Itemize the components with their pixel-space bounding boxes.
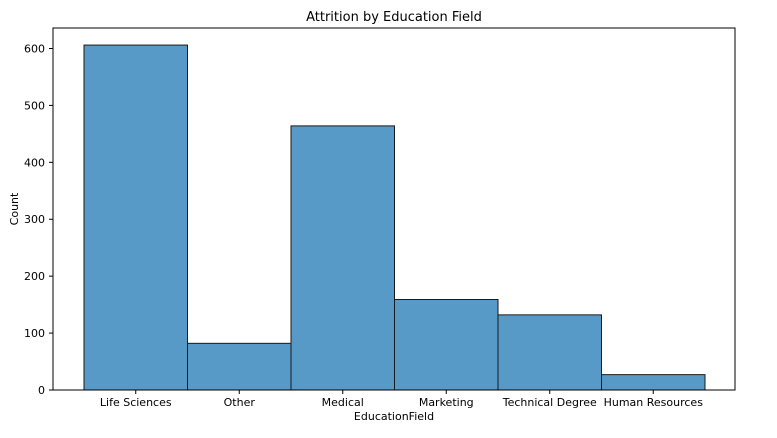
bar-series <box>83 44 706 391</box>
x-tick-label-technical-degree: Technical Degree <box>502 396 597 409</box>
y-tick-label: 600 <box>24 42 45 55</box>
bar-other <box>187 342 292 391</box>
x-tick-label-life-sciences: Life Sciences <box>100 396 172 409</box>
x-tick-label-marketing: Marketing <box>419 396 474 409</box>
x-tick-label-other: Other <box>224 396 256 409</box>
y-tick-label: 500 <box>24 99 45 112</box>
y-tick-label: 100 <box>24 327 45 340</box>
y-tick-label: 200 <box>24 270 45 283</box>
plot-area-frame <box>52 27 736 391</box>
x-axis-ticks: Life Sciences Other Medical Marketing Techni… <box>100 390 703 409</box>
y-tick-label: 0 <box>38 384 45 397</box>
bar-life-sciences <box>83 44 188 391</box>
bar-technical-degree <box>497 314 602 391</box>
y-axis-ticks: 0 100 200 300 400 500 600 <box>24 42 53 397</box>
chart-title: Attrition by Education Field <box>306 10 482 25</box>
y-tick-label: 300 <box>24 213 45 226</box>
x-tick-label-medical: Medical <box>322 396 364 409</box>
bar-human-resources <box>601 374 706 391</box>
x-axis-label: EducationField <box>354 410 434 423</box>
bar-marketing <box>394 299 499 391</box>
x-tick-label-human-resources: Human Resources <box>604 396 704 409</box>
y-axis-label: Count <box>8 192 21 225</box>
bar-medical <box>290 125 395 391</box>
y-tick-label: 400 <box>24 156 45 169</box>
